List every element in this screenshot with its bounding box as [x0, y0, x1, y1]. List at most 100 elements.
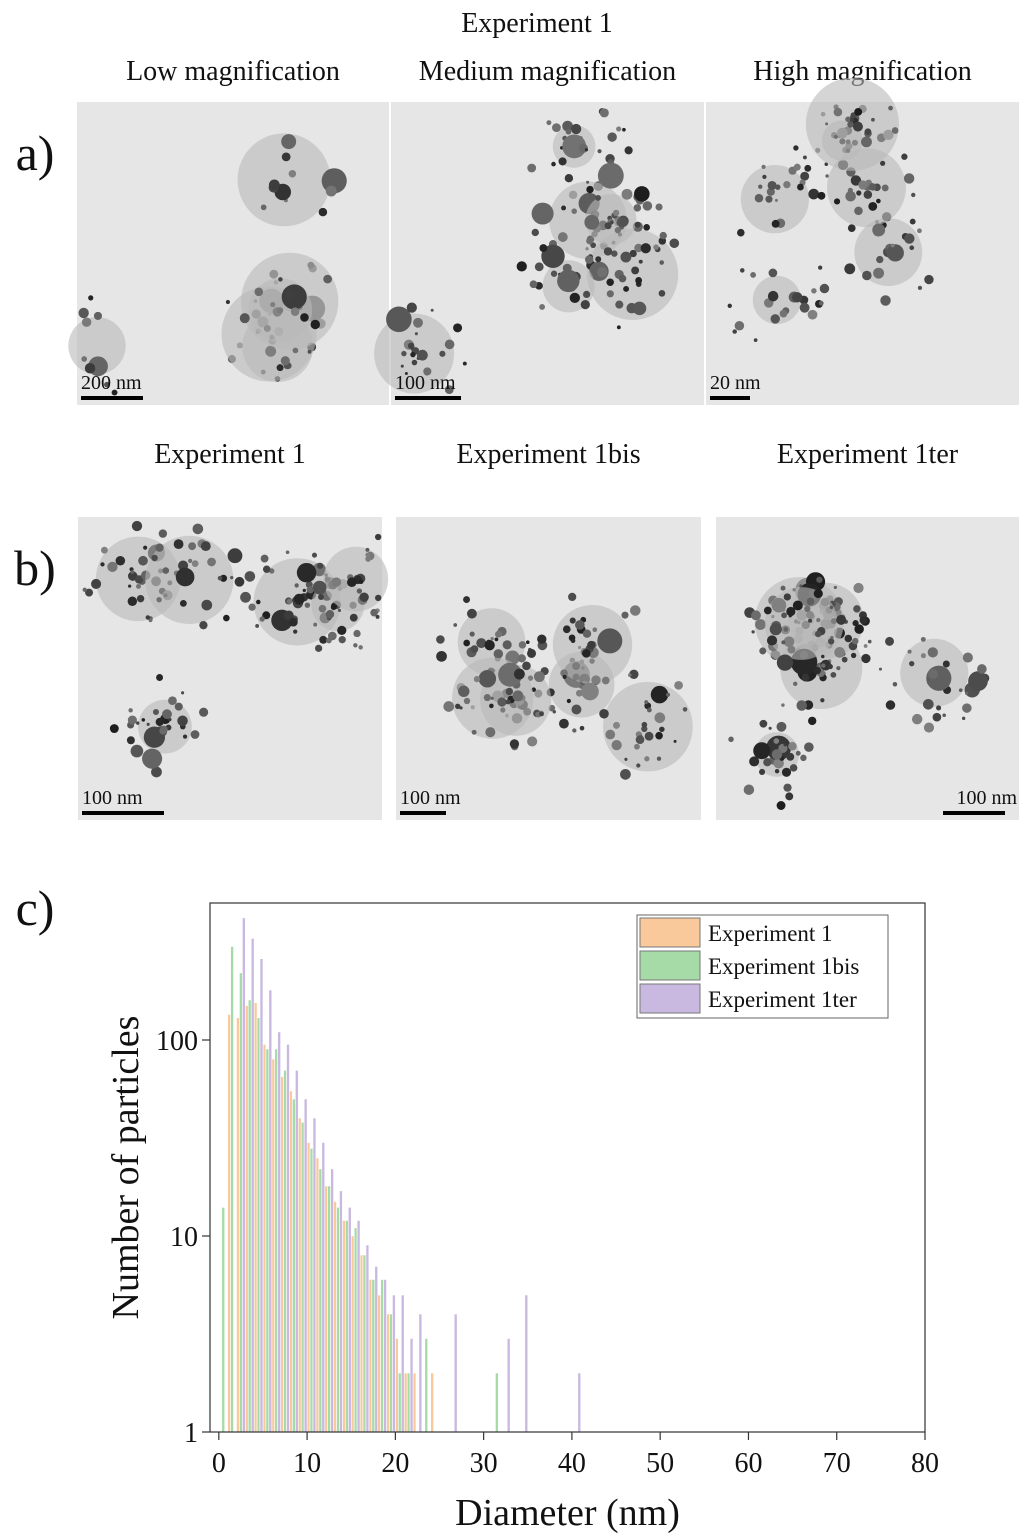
- particle: [505, 687, 514, 696]
- particle: [586, 237, 594, 245]
- particle: [755, 619, 766, 630]
- histogram-bar: [389, 1313, 393, 1433]
- particle: [890, 243, 895, 248]
- particle: [892, 682, 898, 687]
- particle: [323, 274, 332, 284]
- particle: [799, 302, 810, 313]
- particle: [527, 736, 538, 747]
- particle: [785, 792, 794, 801]
- particle: [674, 680, 683, 690]
- particle: [806, 597, 815, 606]
- particle: [471, 729, 477, 735]
- particle: [802, 155, 807, 160]
- particle: [571, 208, 577, 214]
- particle: [771, 749, 783, 760]
- particle: [793, 163, 801, 171]
- particle: [642, 201, 653, 211]
- particle: [525, 640, 530, 645]
- particle: [825, 174, 829, 178]
- particle: [509, 739, 520, 749]
- particle: [564, 173, 574, 183]
- particle: [786, 752, 795, 761]
- legend-label: Experiment 1bis: [708, 954, 859, 979]
- particle: [143, 545, 148, 550]
- histogram-bar: [333, 1201, 337, 1433]
- legend-label: Experiment 1: [708, 921, 833, 946]
- particle: [88, 295, 94, 301]
- particle: [562, 134, 587, 159]
- particle: [876, 198, 881, 204]
- particle: [191, 560, 199, 567]
- particle: [462, 361, 467, 366]
- particle: [217, 575, 223, 581]
- particle: [597, 149, 602, 154]
- particle: [819, 283, 830, 294]
- particle: [909, 245, 915, 251]
- particle: [566, 698, 571, 704]
- particle: [155, 543, 164, 552]
- particle: [293, 593, 305, 605]
- particle: [850, 175, 862, 186]
- particle: [557, 269, 580, 293]
- particle: [541, 244, 565, 268]
- histogram-bar: [259, 958, 264, 1433]
- particle: [780, 585, 786, 591]
- particle: [423, 367, 432, 376]
- histogram-bar: [262, 1044, 267, 1433]
- particle: [527, 163, 537, 173]
- particle: [728, 736, 734, 743]
- particle: [356, 588, 363, 594]
- particle: [597, 267, 608, 278]
- particle: [621, 611, 629, 619]
- particle: [558, 157, 567, 166]
- histogram-bar: [524, 1294, 529, 1433]
- particle: [318, 207, 328, 217]
- image-caption: Experiment 1ter: [777, 439, 959, 470]
- particle: [81, 356, 88, 362]
- particle: [629, 669, 639, 679]
- particle: [569, 292, 581, 304]
- particle: [560, 669, 568, 677]
- particle: [219, 574, 228, 582]
- particle: [861, 653, 871, 664]
- particle: [845, 190, 856, 202]
- histogram-bar: [339, 1190, 343, 1433]
- particle: [260, 204, 267, 211]
- particle: [607, 132, 617, 142]
- particle: [288, 617, 298, 627]
- particle: [932, 712, 942, 722]
- particle: [136, 594, 145, 603]
- particle: [920, 636, 926, 642]
- particle: [856, 190, 862, 196]
- particle: [618, 218, 628, 227]
- particle: [633, 204, 642, 212]
- particle: [862, 270, 872, 281]
- particle: [311, 552, 318, 558]
- particle: [281, 134, 297, 150]
- particle: [867, 639, 872, 644]
- histogram-bar: [430, 1372, 434, 1433]
- particle: [634, 221, 641, 228]
- particle: [792, 292, 803, 303]
- particle: [766, 635, 778, 646]
- scale-bar-label: 20 nm: [710, 372, 761, 394]
- particle: [569, 617, 576, 624]
- particle: [616, 126, 622, 132]
- histogram-bar: [406, 1372, 411, 1433]
- particle: [306, 586, 314, 594]
- particle: [597, 628, 623, 654]
- particle: [783, 181, 791, 189]
- particle: [557, 232, 568, 242]
- particle: [863, 644, 868, 648]
- particle: [850, 117, 855, 123]
- particle: [358, 645, 363, 650]
- particle: [490, 696, 494, 700]
- particle: [582, 649, 591, 658]
- particle: [296, 562, 317, 583]
- particle: [550, 270, 558, 277]
- particle: [562, 625, 571, 634]
- particle: [599, 108, 609, 118]
- histogram-bar: [424, 1338, 429, 1433]
- legend-swatch: [639, 917, 701, 948]
- scale-bar-label: 100 nm: [956, 787, 1017, 809]
